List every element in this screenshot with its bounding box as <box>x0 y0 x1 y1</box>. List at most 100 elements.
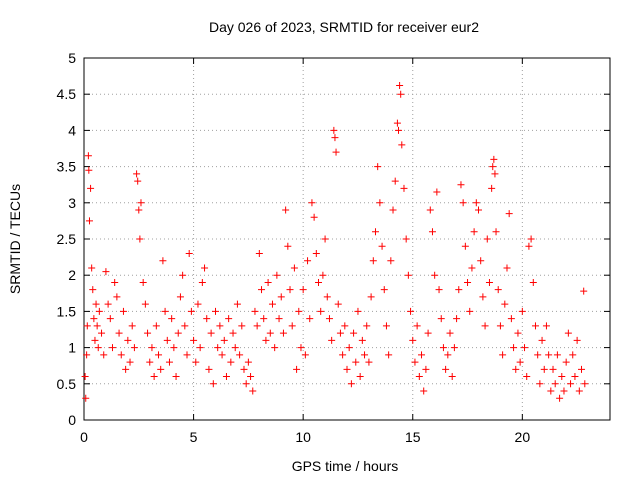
data-point <box>424 329 432 337</box>
data-point <box>578 365 586 373</box>
data-point <box>330 126 338 134</box>
data-point <box>139 278 147 286</box>
data-point <box>159 257 167 265</box>
data-point <box>571 373 579 381</box>
data-point <box>435 286 443 294</box>
data-point <box>540 365 548 373</box>
data-point <box>203 315 211 323</box>
data-point <box>569 351 577 359</box>
data-point <box>466 307 474 315</box>
data-point <box>400 184 408 192</box>
data-point <box>133 170 141 178</box>
data-point <box>321 235 329 243</box>
data-point <box>231 344 239 352</box>
data-point <box>446 329 454 337</box>
data-point <box>227 358 235 366</box>
data-point <box>165 358 173 366</box>
data-point <box>464 278 472 286</box>
data-point <box>512 365 520 373</box>
data-point <box>350 329 358 337</box>
data-point <box>499 351 507 359</box>
data-point <box>249 387 257 395</box>
data-point <box>150 373 158 381</box>
data-point <box>514 329 522 337</box>
data-point <box>240 365 248 373</box>
data-point <box>450 344 458 352</box>
data-point <box>87 184 95 192</box>
data-point <box>479 293 487 301</box>
data-point <box>113 293 121 301</box>
data-point <box>242 380 250 388</box>
data-point <box>258 286 266 294</box>
data-point <box>397 90 405 98</box>
data-point <box>135 206 143 214</box>
data-point <box>192 358 200 366</box>
data-point <box>551 380 559 388</box>
data-point <box>437 315 445 323</box>
grid-lines <box>84 58 610 420</box>
data-point <box>301 351 309 359</box>
data-point <box>477 257 485 265</box>
data-point <box>229 329 237 337</box>
data-point <box>247 373 255 381</box>
data-point <box>244 358 252 366</box>
data-point <box>468 264 476 272</box>
x-tick-label: 15 <box>405 429 421 445</box>
chart-title: Day 026 of 2023, SRMTID for receiver eur… <box>209 19 479 35</box>
data-point <box>297 344 305 352</box>
data-point <box>293 365 301 373</box>
data-point <box>271 344 279 352</box>
y-tick-labels: 0 0.5 1 1.5 2 2.5 3 3.5 4 4.5 5 <box>57 50 77 428</box>
data-point <box>222 373 230 381</box>
data-point <box>448 373 456 381</box>
data-point <box>444 351 452 359</box>
data-point <box>345 344 353 352</box>
data-point <box>176 293 184 301</box>
data-point <box>115 329 123 337</box>
data-point <box>491 170 499 178</box>
data-point <box>347 380 355 388</box>
data-point <box>108 344 116 352</box>
data-point <box>378 242 386 250</box>
data-point <box>402 235 410 243</box>
data-point <box>492 228 500 236</box>
data-point <box>218 351 226 359</box>
data-point <box>494 286 502 294</box>
y-tick-label: 0.5 <box>57 376 77 392</box>
data-point <box>521 344 529 352</box>
data-point <box>422 365 430 373</box>
data-point <box>146 358 154 366</box>
data-point <box>323 293 331 301</box>
data-point <box>411 358 419 366</box>
data-point <box>106 315 114 323</box>
data-point <box>134 177 142 185</box>
data-point <box>317 307 325 315</box>
data-point <box>233 300 241 308</box>
data-point <box>426 206 434 214</box>
data-point <box>547 387 555 395</box>
data-point <box>81 373 89 381</box>
data-point <box>306 315 314 323</box>
x-tick-label: 10 <box>295 429 311 445</box>
axis-ticks <box>83 57 610 421</box>
x-tick-labels: 0 5 10 15 20 <box>80 429 530 445</box>
y-tick-label: 0 <box>68 412 76 428</box>
data-point <box>174 329 182 337</box>
data-point <box>295 307 303 315</box>
data-point <box>124 336 132 344</box>
data-point <box>428 228 436 236</box>
data-point <box>483 235 491 243</box>
data-point <box>472 199 480 207</box>
data-point <box>332 148 340 156</box>
data-point <box>361 351 369 359</box>
data-point <box>363 322 371 330</box>
y-tick-label: 1.5 <box>57 303 77 319</box>
data-point <box>148 344 156 352</box>
data-point <box>288 322 296 330</box>
data-point <box>470 228 478 236</box>
data-point <box>501 300 509 308</box>
data-point <box>255 249 263 257</box>
x-tick-label: 20 <box>515 429 531 445</box>
data-point <box>163 336 171 344</box>
